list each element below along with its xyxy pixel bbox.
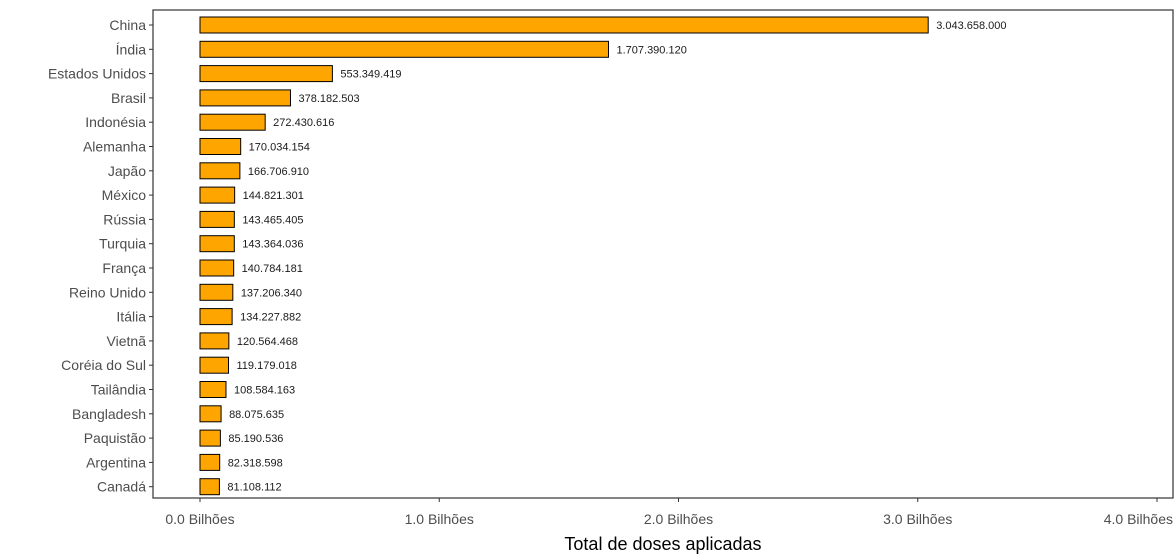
x-tick-label-4: 4.0 Bilhões bbox=[1104, 511, 1173, 527]
category-label-bangladesh: Bangladesh bbox=[72, 406, 146, 422]
value-label-reino-unido: 137.206.340 bbox=[241, 287, 302, 299]
category-label-china: China bbox=[109, 17, 146, 33]
category-label-argentina: Argentina bbox=[86, 454, 146, 470]
category-label-coreia-do-sul: Coréia do Sul bbox=[61, 357, 146, 373]
value-axis: 0.0 Bilhões 1.0 Bilhões 2.0 Bilhões 3.0 Bil… bbox=[165, 498, 1173, 527]
bar-paquistao bbox=[199, 429, 221, 447]
bar-russia bbox=[199, 210, 235, 228]
bar-estados-unidos bbox=[199, 65, 333, 83]
category-label-estados-unidos: Estados Unidos bbox=[48, 66, 146, 82]
category-label-brasil: Brasil bbox=[111, 90, 146, 106]
category-label-vietna: Vietnã bbox=[107, 333, 147, 349]
category-label-franca: França bbox=[102, 260, 146, 276]
category-label-russia: Rússia bbox=[103, 211, 146, 227]
value-label-japao: 166.706.910 bbox=[248, 166, 309, 178]
value-label-turquia: 143.364.036 bbox=[242, 239, 303, 251]
value-label-china: 3.043.658.000 bbox=[936, 20, 1006, 32]
bar-brasil bbox=[199, 89, 291, 107]
category-label-mexico: México bbox=[102, 187, 147, 203]
bar-bangladesh bbox=[199, 405, 222, 423]
bar-india bbox=[199, 40, 609, 58]
bar-vietna bbox=[199, 332, 230, 350]
value-label-russia: 143.465.405 bbox=[242, 214, 303, 226]
category-label-turquia: Turquia bbox=[99, 236, 146, 252]
bar-italia bbox=[199, 308, 233, 326]
x-tick-label-3: 3.0 Bilhões bbox=[883, 511, 952, 527]
value-label-indonesia: 272.430.616 bbox=[273, 117, 334, 129]
value-label-vietna: 120.564.468 bbox=[237, 336, 298, 348]
value-label-alemanha: 170.034.154 bbox=[249, 142, 310, 154]
bar-argentina bbox=[199, 453, 221, 471]
bar-alemanha bbox=[199, 138, 242, 155]
value-label-argentina: 82.318.598 bbox=[228, 457, 283, 469]
bars-layer: 3.043.658.000 1.707.390.120 553.349.419 378… bbox=[199, 16, 1007, 496]
value-label-italia: 134.227.882 bbox=[240, 312, 301, 324]
value-label-coreia-do-sul: 119.179.018 bbox=[237, 360, 297, 372]
category-label-italia: Itália bbox=[116, 309, 146, 325]
value-label-brasil: 378.182.503 bbox=[298, 93, 359, 105]
category-label-reino-unido: Reino Unido bbox=[69, 284, 146, 300]
bar-mexico bbox=[199, 186, 236, 204]
category-label-india: Índia bbox=[116, 41, 147, 57]
x-axis-title: Total de doses aplicadas bbox=[564, 534, 761, 554]
category-label-tailandia: Tailândia bbox=[91, 382, 146, 398]
category-label-indonesia: Indonésia bbox=[85, 114, 146, 130]
value-label-paquistao: 85.190.536 bbox=[228, 433, 283, 445]
bar-turquia bbox=[199, 235, 235, 253]
category-axis: China Índia Estados Unidos Brasil Indonésia A… bbox=[48, 17, 153, 495]
value-label-tailandia: 108.584.163 bbox=[234, 385, 295, 397]
value-label-india: 1.707.390.120 bbox=[616, 44, 686, 56]
plot-panel bbox=[152, 9, 1174, 499]
bar-coreia-do-sul bbox=[199, 356, 230, 374]
bar-japao bbox=[199, 162, 241, 180]
x-tick-label-2: 2.0 Bilhões bbox=[644, 511, 713, 527]
bar-franca bbox=[199, 259, 235, 277]
value-label-canada: 81.108.112 bbox=[227, 482, 281, 494]
category-label-japao: Japão bbox=[108, 163, 146, 179]
bar-indonesia bbox=[199, 113, 266, 131]
value-label-bangladesh: 88.075.635 bbox=[229, 409, 284, 421]
category-label-paquistao: Paquistão bbox=[84, 430, 146, 446]
category-label-canada: Canadá bbox=[97, 479, 146, 495]
category-label-alemanha: Alemanha bbox=[83, 139, 146, 155]
value-label-estados-unidos: 553.349.419 bbox=[340, 69, 401, 81]
value-label-franca: 140.784.181 bbox=[242, 263, 303, 275]
x-tick-label-0: 0.0 Bilhões bbox=[165, 511, 234, 527]
x-tick-label-1: 1.0 Bilhões bbox=[405, 511, 474, 527]
bar-tailandia bbox=[199, 381, 227, 398]
bar-reino-unido bbox=[199, 283, 234, 301]
value-label-mexico: 144.821.301 bbox=[243, 190, 304, 202]
bar-china bbox=[199, 16, 929, 34]
bar-canada bbox=[199, 478, 220, 496]
